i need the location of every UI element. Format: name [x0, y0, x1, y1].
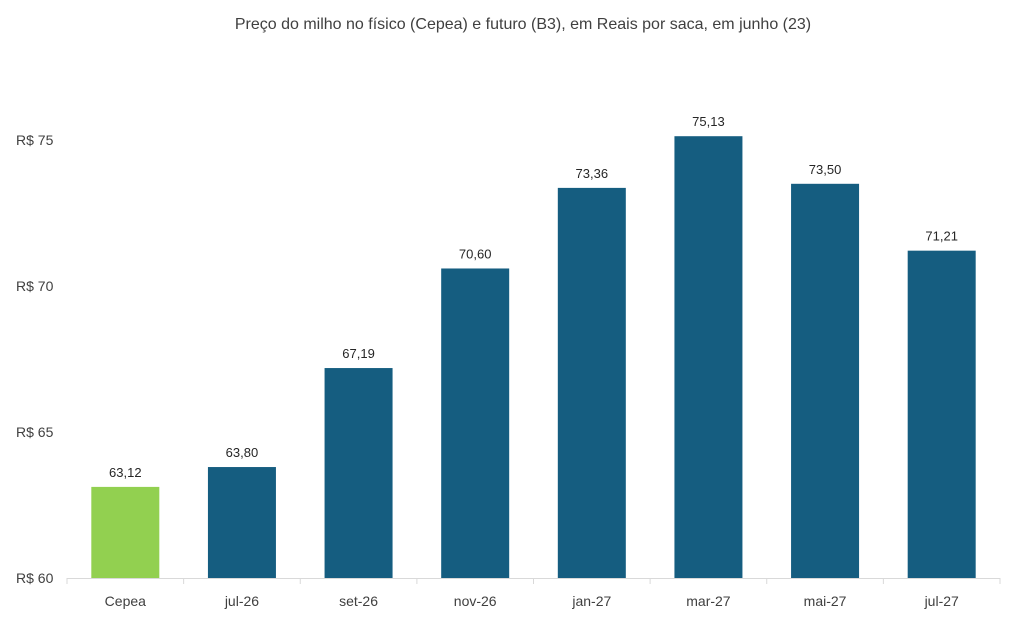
x-tick-label: jul-26 [224, 593, 259, 609]
bar-nov-26 [441, 268, 510, 578]
x-tick-label: Cepea [105, 593, 146, 609]
x-tick-label: mar-27 [686, 593, 731, 609]
x-tick-label: nov-26 [454, 593, 497, 609]
bar-jan-27 [557, 187, 626, 578]
bar-set-26 [324, 368, 393, 578]
data-labels: 63,12 63,80 67,19 70,60 73,36 75,13 73,50 71,21 [109, 114, 958, 480]
data-label: 63,12 [109, 465, 142, 480]
data-label: 63,80 [226, 445, 259, 460]
x-tick-label: jan-27 [571, 593, 611, 609]
y-axis: R$ 60 R$ 65 R$ 70 R$ 75 [16, 132, 54, 586]
y-tick-label: R$ 60 [16, 570, 54, 586]
data-label: 75,13 [692, 114, 725, 129]
chart-title: Preço do milho no físico (Cepea) e futur… [235, 16, 811, 33]
data-label: 71,21 [925, 229, 958, 244]
bar-jul-27 [907, 250, 976, 578]
data-label: 73,50 [809, 162, 842, 177]
bar-cepea [91, 486, 160, 578]
bar-mar-27 [674, 136, 743, 579]
y-tick-label: R$ 75 [16, 132, 54, 148]
bar-jul-26 [207, 467, 276, 578]
data-label: 73,36 [576, 166, 609, 181]
x-tick-label: jul-27 [924, 593, 959, 609]
x-axis: Cepea jul-26 set-26 nov-26 jan-27 mar-27 mai-2… [66, 578, 1001, 609]
x-tick-label: set-26 [339, 593, 378, 609]
bar-mai-27 [791, 183, 860, 579]
data-label: 70,60 [459, 246, 492, 261]
data-label: 67,19 [342, 346, 375, 361]
y-tick-label: R$ 70 [16, 278, 54, 294]
y-tick-label: R$ 65 [16, 424, 54, 440]
x-tick-label: mai-27 [804, 593, 847, 609]
bars [91, 136, 976, 579]
